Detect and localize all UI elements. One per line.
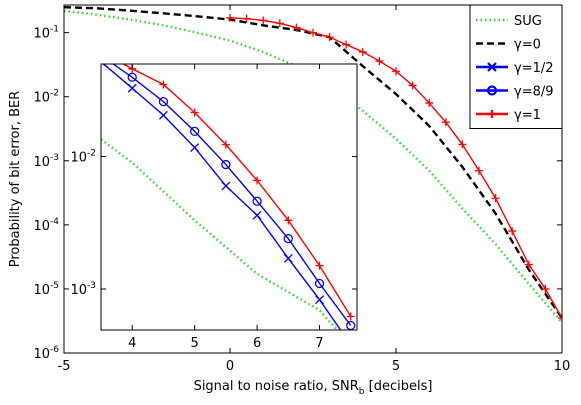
marker (283, 233, 293, 244)
y-tick-label: 10-1 (33, 25, 59, 42)
marker (392, 67, 400, 76)
marker (283, 254, 293, 263)
y-tick-label: 10-3 (33, 153, 59, 170)
marker (221, 159, 231, 170)
y-tick-label: 10-3 (70, 281, 96, 298)
axes-frame (100, 63, 358, 331)
marker (488, 110, 496, 118)
marker (475, 166, 483, 175)
marker (346, 320, 356, 330)
y-tick-label: 10-4 (33, 217, 59, 234)
marker (425, 98, 434, 107)
x-tick-label: 5 (392, 359, 400, 374)
marker (558, 314, 562, 323)
marker (441, 118, 450, 127)
y-tick-label: 10-2 (70, 149, 96, 166)
marker (242, 14, 251, 23)
marker (259, 16, 268, 25)
marker (292, 23, 301, 32)
y-tick-label: 10-6 (33, 345, 59, 362)
legend: SUG γ=0 γ=1/2 γ=8/9 γ=1 (469, 4, 563, 129)
marker (375, 57, 384, 66)
marker (325, 33, 334, 42)
marker (253, 176, 262, 185)
marker (487, 62, 497, 72)
marker (284, 216, 293, 225)
marker (127, 72, 137, 82)
marker (127, 83, 137, 93)
marker (252, 196, 262, 206)
legend-label: γ=1/2 (514, 61, 554, 76)
plot-lines (64, 5, 562, 324)
series-line (101, 138, 340, 330)
legend-label: γ=8/9 (514, 85, 554, 100)
marker (190, 126, 200, 137)
marker (252, 210, 262, 220)
legend-label: SUG (514, 14, 542, 29)
marker (408, 81, 417, 90)
axes-frame (63, 4, 563, 354)
marker (158, 96, 169, 107)
series-line (64, 5, 562, 319)
marker (315, 295, 324, 305)
marker (491, 194, 500, 203)
marker (358, 47, 367, 56)
y-tick-label: 10-5 (33, 281, 59, 298)
plot-area (101, 64, 357, 330)
marker (508, 227, 517, 236)
x-tick-label: 4 (128, 336, 136, 351)
x-tick-label: 7 (315, 336, 323, 351)
marker (159, 80, 168, 89)
marker (158, 110, 168, 120)
y-tick-label: 10-2 (33, 89, 59, 106)
marker (346, 312, 355, 321)
axes: 4 5 6 7 10-3 10-2 (70, 63, 358, 351)
marker (458, 140, 467, 149)
marker (190, 143, 200, 152)
series-line (112, 64, 352, 326)
legend-label: γ=1 (514, 108, 541, 123)
x-tick-label: 0 (226, 359, 234, 374)
marker (524, 260, 533, 269)
x-tick-label: 10 (554, 359, 571, 374)
marker (315, 261, 324, 270)
x-axis-label: Signal to noise ratio, SNRb [decibels] (194, 379, 433, 397)
y-axis-label: Probability of bit error, BER (8, 91, 23, 268)
x-tick-label: -5 (58, 359, 71, 374)
x-tick-label: 6 (253, 336, 261, 351)
marker (486, 85, 498, 96)
marker (190, 108, 199, 117)
marker (541, 284, 550, 293)
legend-label: γ=0 (514, 38, 541, 53)
marker (309, 28, 317, 37)
marker (314, 278, 325, 289)
marker (226, 13, 234, 22)
marker (221, 181, 231, 191)
marker (342, 40, 351, 49)
marker (221, 140, 230, 149)
plot-lines (101, 64, 356, 330)
marker (275, 19, 284, 28)
x-tick-label: 5 (191, 336, 199, 351)
